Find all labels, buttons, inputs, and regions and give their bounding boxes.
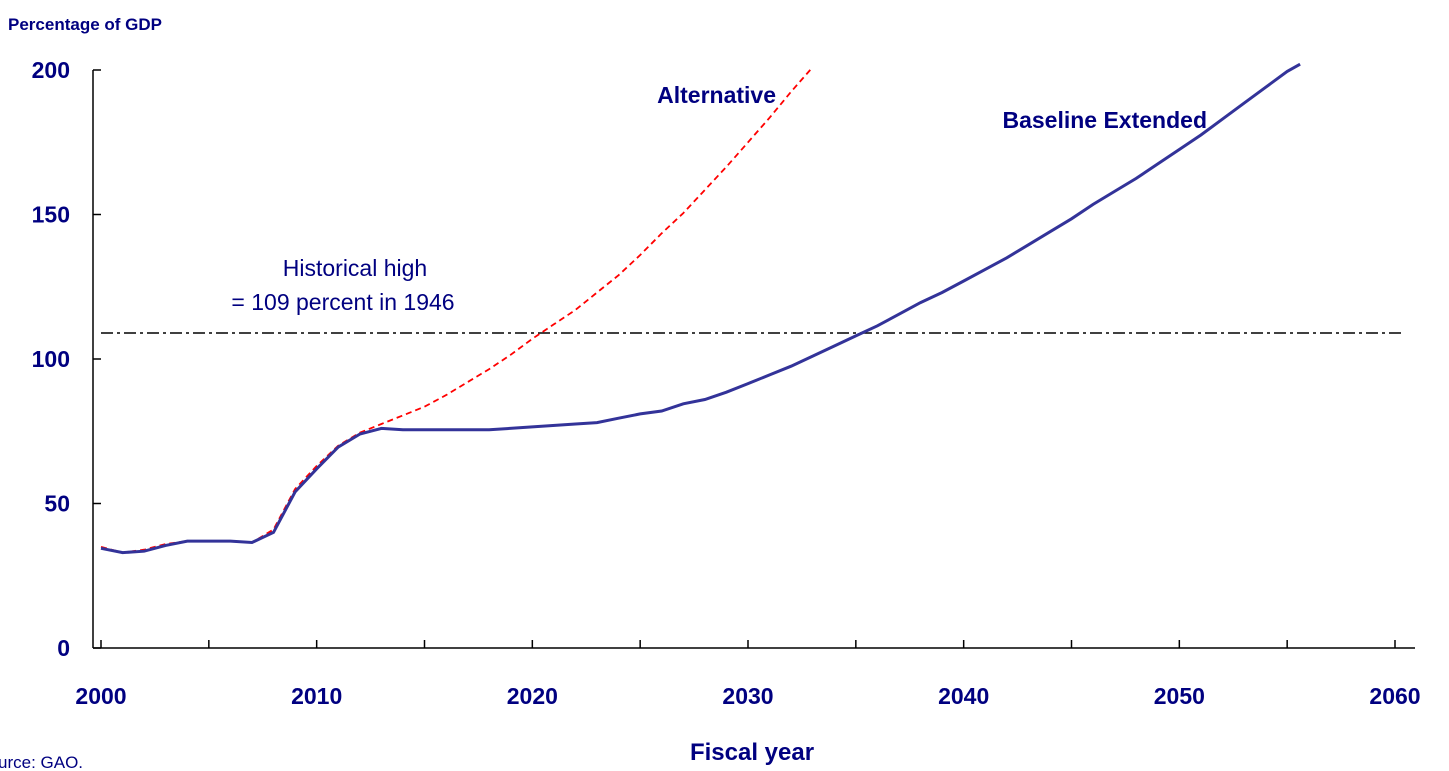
x-axis-title: Fiscal year [690, 739, 814, 766]
x-axis-tick-labels: 2000 2010 2020 2030 2040 2050 2060 [75, 683, 1420, 709]
historical-high-label-line2: = 109 percent in 1946 [231, 289, 454, 315]
series-baseline-extended-line [100, 62, 1301, 555]
x-tick-label: 2030 [722, 683, 773, 709]
alternative-label: Alternative [657, 82, 776, 108]
y-tick-label: 0 [57, 635, 70, 661]
y-axis-tick-labels: 0 50 100 150 200 [32, 57, 70, 661]
y-tick-label: 150 [32, 202, 70, 228]
y-tick-label: 100 [32, 346, 70, 372]
x-axis-ticks [100, 640, 1396, 648]
y-tick-label: 50 [44, 491, 70, 517]
x-tick-label: 2050 [1154, 683, 1205, 709]
x-tick-label: 2060 [1369, 683, 1420, 709]
x-tick-label: 2040 [938, 683, 989, 709]
baseline-extended-label: Baseline Extended [1002, 107, 1207, 133]
y-axis-ticks [93, 69, 101, 649]
x-tick-label: 2020 [507, 683, 558, 709]
x-tick-label: 2010 [291, 683, 342, 709]
source-note: urce: GAO. [0, 753, 83, 771]
series-alternative-line [100, 66, 814, 554]
y-axis-title: Percentage of GDP [8, 15, 162, 34]
x-tick-label: 2000 [75, 683, 126, 709]
axes [92, 70, 1415, 649]
y-tick-label: 200 [32, 57, 70, 83]
historical-high-label-line1: Historical high [283, 255, 427, 281]
